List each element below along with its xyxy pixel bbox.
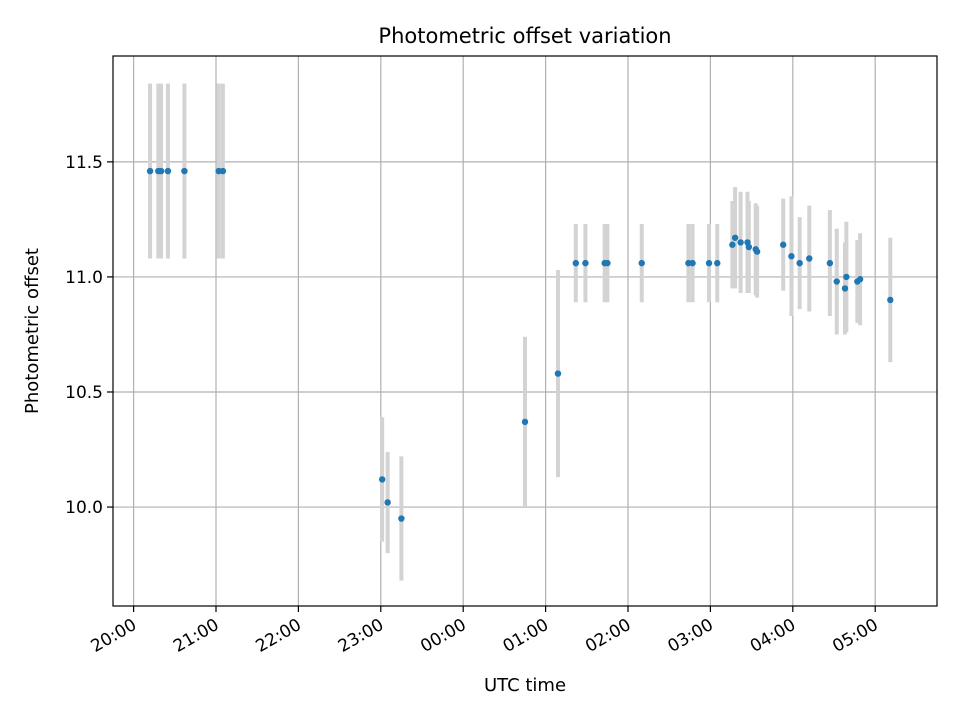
data-point [729, 241, 736, 248]
y-axis-label: Photometric offset [22, 248, 43, 414]
y-tick-label: 11.5 [65, 153, 103, 173]
data-point [384, 499, 391, 506]
data-point [833, 278, 840, 285]
data-point [689, 259, 696, 267]
plot-frame [112, 55, 938, 607]
data-point [737, 239, 744, 246]
data-point [856, 276, 864, 283]
data-point [638, 259, 645, 267]
data-point [887, 296, 894, 304]
data-point [745, 243, 753, 251]
data-point [164, 167, 172, 175]
data-point [841, 285, 849, 292]
data-point [398, 515, 405, 522]
data-point [779, 241, 787, 248]
y-axis-ticks: 10.0 10.5 11.0 11.5 [65, 153, 113, 518]
data-point [705, 259, 713, 267]
x-axis-label: UTC time [484, 675, 566, 696]
y-tick-label: 11.0 [65, 268, 103, 288]
data-point [572, 259, 580, 267]
chart-title: Photometric offset variation [378, 24, 671, 48]
data-point [806, 255, 813, 262]
data-point [157, 167, 165, 175]
data-point [146, 167, 154, 175]
data-point [731, 234, 739, 241]
data-point [554, 370, 562, 377]
data-point [826, 259, 834, 267]
data-point [753, 248, 761, 255]
data-point [796, 259, 803, 267]
data-point [378, 476, 386, 483]
data-point [219, 167, 227, 175]
data-point [181, 167, 188, 175]
data-points [146, 167, 894, 522]
data-point [582, 259, 589, 267]
data-point [714, 259, 721, 267]
y-tick-label: 10.5 [65, 383, 103, 403]
y-tick-label: 10.0 [65, 498, 103, 518]
data-point [604, 259, 611, 267]
data-point [788, 253, 795, 260]
data-point [521, 418, 529, 426]
data-point [843, 273, 850, 281]
